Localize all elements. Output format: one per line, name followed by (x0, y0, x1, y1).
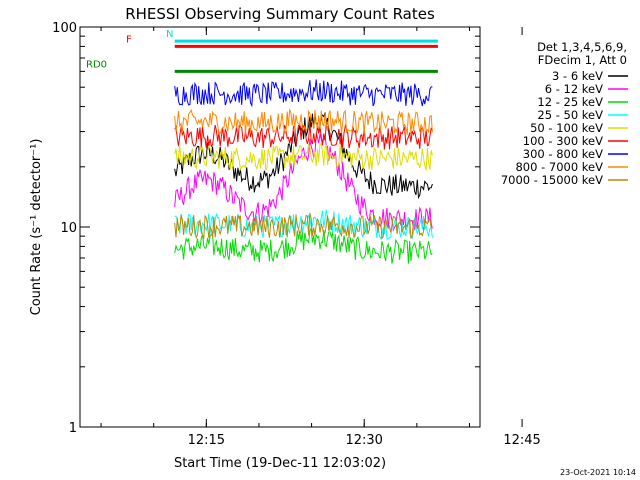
series-line-2 (174, 133, 433, 233)
series-line-5 (174, 143, 433, 172)
legend-title-line-1: Det 1,3,4,5,6,9, (537, 40, 627, 54)
y-tick-label-2: 10 (60, 221, 77, 236)
flag-label-3: N (166, 29, 173, 40)
legend-label-9: 7000 - 15000 keV (501, 173, 603, 187)
y-tick-label-3: 100 (52, 21, 77, 36)
legend-label-6: 100 - 300 keV (523, 134, 603, 148)
flag-label-2: F (126, 34, 132, 45)
series-line-9 (174, 212, 433, 240)
legend-label-8: 800 - 7000 keV (515, 160, 603, 174)
render-timestamp: 23-Oct-2021 10:14 (560, 468, 636, 477)
legend-label-5: 50 - 100 keV (530, 121, 603, 135)
chart-title: RHESSI Observing Summary Count Rates (125, 5, 435, 23)
legend-label-7: 300 - 800 keV (523, 147, 603, 161)
y-tick-label-1: 1 (69, 421, 77, 436)
x-tick-label-2: 12:30 (345, 433, 382, 448)
x-axis-label: Start Time (19-Dec-11 12:03:02) (174, 456, 386, 471)
series-line-1 (174, 112, 433, 200)
series-line-3 (174, 228, 433, 264)
series-line-4 (174, 209, 433, 240)
legend-label-1: 3 - 6 keV (552, 69, 603, 83)
legend-title-line-2: FDecim 1, Att 0 (538, 53, 627, 67)
flags-layer: RD0 F N (86, 29, 438, 73)
y-axis-label: Count Rate (s⁻¹ detector⁻¹) (29, 139, 44, 316)
series-line-7 (174, 79, 433, 108)
legend-label-3: 12 - 25 keV (537, 95, 603, 109)
legend-label-2: 6 - 12 keV (545, 82, 603, 96)
x-tick-label-3: 12:45 (503, 433, 540, 448)
series-line-8 (174, 108, 433, 136)
legend-label-4: 25 - 50 keV (537, 108, 603, 122)
series-layer (174, 79, 433, 264)
x-tick-label-1: 12:15 (188, 433, 225, 448)
series-line-6 (174, 122, 433, 150)
flag-label-1: RD0 (86, 59, 107, 70)
